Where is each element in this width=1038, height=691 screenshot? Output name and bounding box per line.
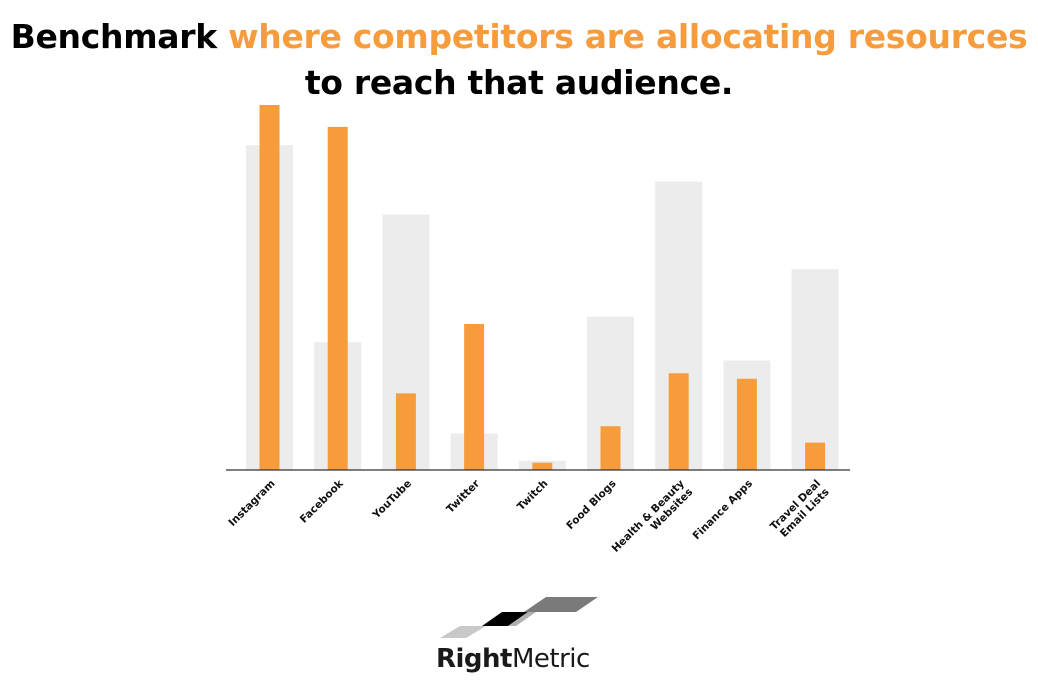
accent-bar [395,393,416,470]
accent-bar [736,378,757,470]
headline-line-1: Benchmark where competitors are allocati… [0,14,1038,60]
background-bar [791,269,839,470]
x-tick-label-line: Instagram [226,478,277,529]
x-tick-label: Twitter [444,477,483,516]
accent-bar [668,373,689,470]
accent-bar [532,462,553,470]
x-tick-label-line: Twitch [515,478,550,513]
x-tick-label: Instagram [226,478,277,529]
x-tick-label: Food Blogs [564,478,618,532]
headline-part-1: Benchmark [10,17,229,56]
accent-bar [600,426,621,470]
logo: RightMetric [436,592,606,682]
accent-bar [805,442,826,470]
logo-wordmark: RightMetric [436,644,606,674]
x-tick-label: Health & BeautyWebsites [610,478,696,564]
x-tick-label-line: Facebook [298,477,347,526]
x-tick-label: Facebook [298,477,347,526]
accent-bar [259,105,280,470]
x-tick-label: Travel DealEmail Lists [768,478,832,542]
x-tick-label-line: YouTube [370,478,414,522]
headline: Benchmark where competitors are allocati… [0,14,1038,106]
x-tick-label: Finance Apps [691,478,756,543]
bar-chart: Instagram Facebook YouTube Twitter Twitch Foo… [226,105,850,564]
x-tick-label-line: Finance Apps [691,478,756,543]
logo-text-regular: Metric [511,644,590,674]
logo-mark [440,597,598,638]
x-tick-label-line: Food Blogs [564,478,618,532]
chart-container: Instagram Facebook YouTube Twitter Twitch Foo… [226,105,850,564]
x-tick-label-line: Twitter [444,477,483,516]
accent-bar [464,324,485,470]
headline-line-2: to reach that audience. [304,63,734,102]
x-tick-label-line: Health & Beauty [610,478,687,555]
headline-accent: where competitors are allocating resourc… [228,17,1028,56]
accent-bar [327,126,348,471]
logo-text-bold: Right [436,644,512,674]
x-tick-label: YouTube [370,478,414,522]
x-tick-label: Twitch [515,478,550,513]
